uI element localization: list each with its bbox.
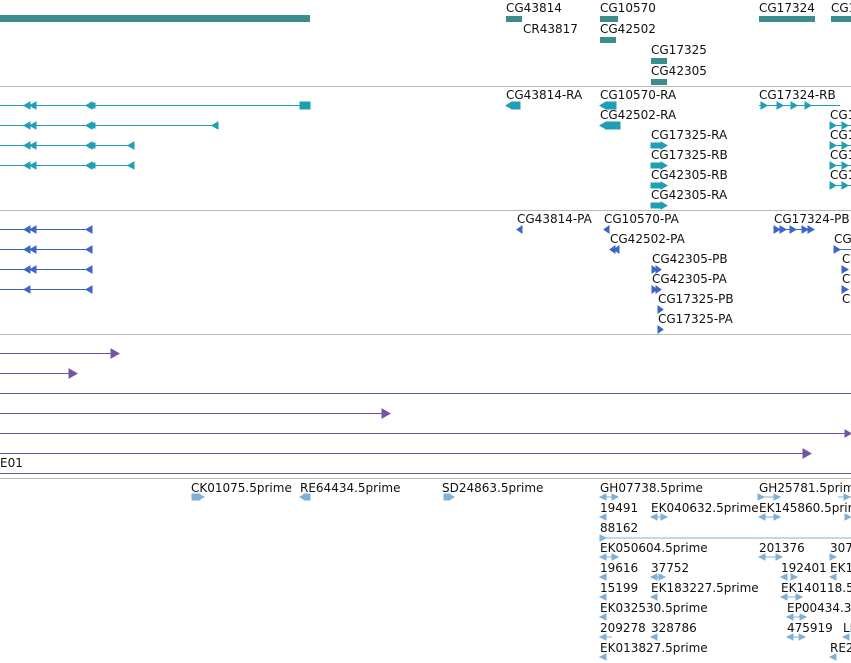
protein-track: CG43814-PA CG10570-PA CG17324-PB CG42502… [0,211,851,335]
est-label[interactable]: EP00434.3 [787,601,851,615]
est-label[interactable]: 328786 [651,621,697,635]
est-label[interactable]: EK140118.5 [781,581,851,595]
gene-feature[interactable] [651,58,667,64]
gene-label[interactable]: CG42502 [600,22,656,36]
gene-label[interactable]: CG42305 [651,64,707,78]
est-track: CK01075.5prime RE64434.5prime SD24863.5p… [0,479,851,663]
transcript-label[interactable]: CG1 [830,108,851,122]
gene-feature[interactable] [600,37,616,43]
protein-label[interactable]: CG17325-PB [658,292,734,306]
est-label[interactable]: RE2 [830,641,851,655]
protein-label[interactable]: CG42305-PA [652,272,727,286]
est-label[interactable]: EK145860.5prim [759,501,851,515]
transcript-track: CG43814-RA CG10570-RA CG17324-RB CG42502… [0,87,851,211]
est-label[interactable]: 307 [830,541,851,555]
gene-label[interactable]: CG17325 [651,43,707,57]
gene-feature[interactable] [831,16,851,22]
est-label[interactable]: 475919 [787,621,833,635]
protein-label[interactable]: CG10570-PA [604,212,679,226]
gene-feature-bar[interactable] [0,15,310,22]
est-label[interactable]: GH25781.5prim [759,481,851,495]
est-label[interactable]: 19616 [600,561,639,575]
est-label[interactable]: 88162 [600,521,639,535]
transcript-label[interactable]: CG42502-RA [600,108,677,122]
est-glyphs [191,493,851,661]
gene-feature[interactable] [506,16,522,22]
est-label[interactable]: EK013827.5prime [600,641,708,655]
gene-feature[interactable] [759,16,815,22]
transcript-label[interactable]: CG43814-RA [506,88,583,102]
protein-label[interactable]: C [842,292,851,306]
transcript-label[interactable]: CG1 [830,128,851,142]
protein-label[interactable]: C [842,272,851,286]
est-label[interactable]: CK01075.5prime [191,481,292,495]
est-label[interactable]: 209278 [600,621,646,635]
protein-label[interactable]: C [842,252,851,266]
gene-label[interactable]: CG43814 [506,1,562,15]
transcript-label[interactable]: CG10570-RA [600,88,677,102]
gene-label[interactable]: CG17324 [759,1,815,15]
est-label[interactable]: EK183227.5prime [651,581,759,595]
protein-label[interactable]: CG42502-PA [610,232,685,246]
transcript-label[interactable]: CG17324-RB [759,88,836,102]
purple-glyphs [0,348,851,474]
est-label[interactable]: 15199 [600,581,639,595]
protein-label[interactable]: CG17324-PB [774,212,850,226]
transcript-label[interactable]: CG42305-RA [651,188,728,202]
protein-label[interactable]: CG [834,232,851,246]
est-label[interactable]: 192401 [781,561,827,575]
transcript-label[interactable]: CG17325-RB [651,148,728,162]
transcript-label[interactable]: CG1 [830,148,851,162]
protein-label[interactable]: CG43814-PA [517,212,592,226]
gene-label[interactable]: CG1 [831,1,851,15]
gene-feature[interactable] [651,79,667,85]
protein-glyphs [0,225,851,334]
transcript-glyphs [0,101,851,210]
est-label[interactable]: 19491 [600,501,639,515]
est-label[interactable]: 37752 [651,561,690,575]
est-label[interactable]: EK050604.5prime [600,541,708,555]
gene-label[interactable]: CG10570 [600,1,656,15]
transcript-label[interactable]: CG42305-RB [651,168,728,182]
protein-label[interactable]: CG42305-PB [652,252,728,266]
est-label[interactable]: LI [843,621,851,635]
est-label[interactable]: SD24863.5prime [442,481,544,495]
est-label[interactable]: EK040632.5prime [651,501,759,515]
gene-track: CG43814 CR43817 CG10570 CG42502 CG17325 … [0,0,851,87]
transcript-label[interactable]: CG1 [830,168,851,182]
gene-label[interactable]: CR43817 [523,22,578,36]
est-label[interactable]: RE64434.5prime [300,481,401,495]
purple-feature-label[interactable]: E01 [0,456,23,470]
est-label[interactable]: 201376 [759,541,805,555]
transcript-label[interactable]: CG17325-RA [651,128,728,142]
gene-feature[interactable] [600,16,618,22]
est-label[interactable]: GH07738.5prime [600,481,703,495]
est-label[interactable]: EK1 [830,561,851,575]
purple-feature-track: E01 [0,335,851,479]
protein-label[interactable]: CG17325-PA [658,312,733,326]
est-label[interactable]: EK032530.5prime [600,601,708,615]
